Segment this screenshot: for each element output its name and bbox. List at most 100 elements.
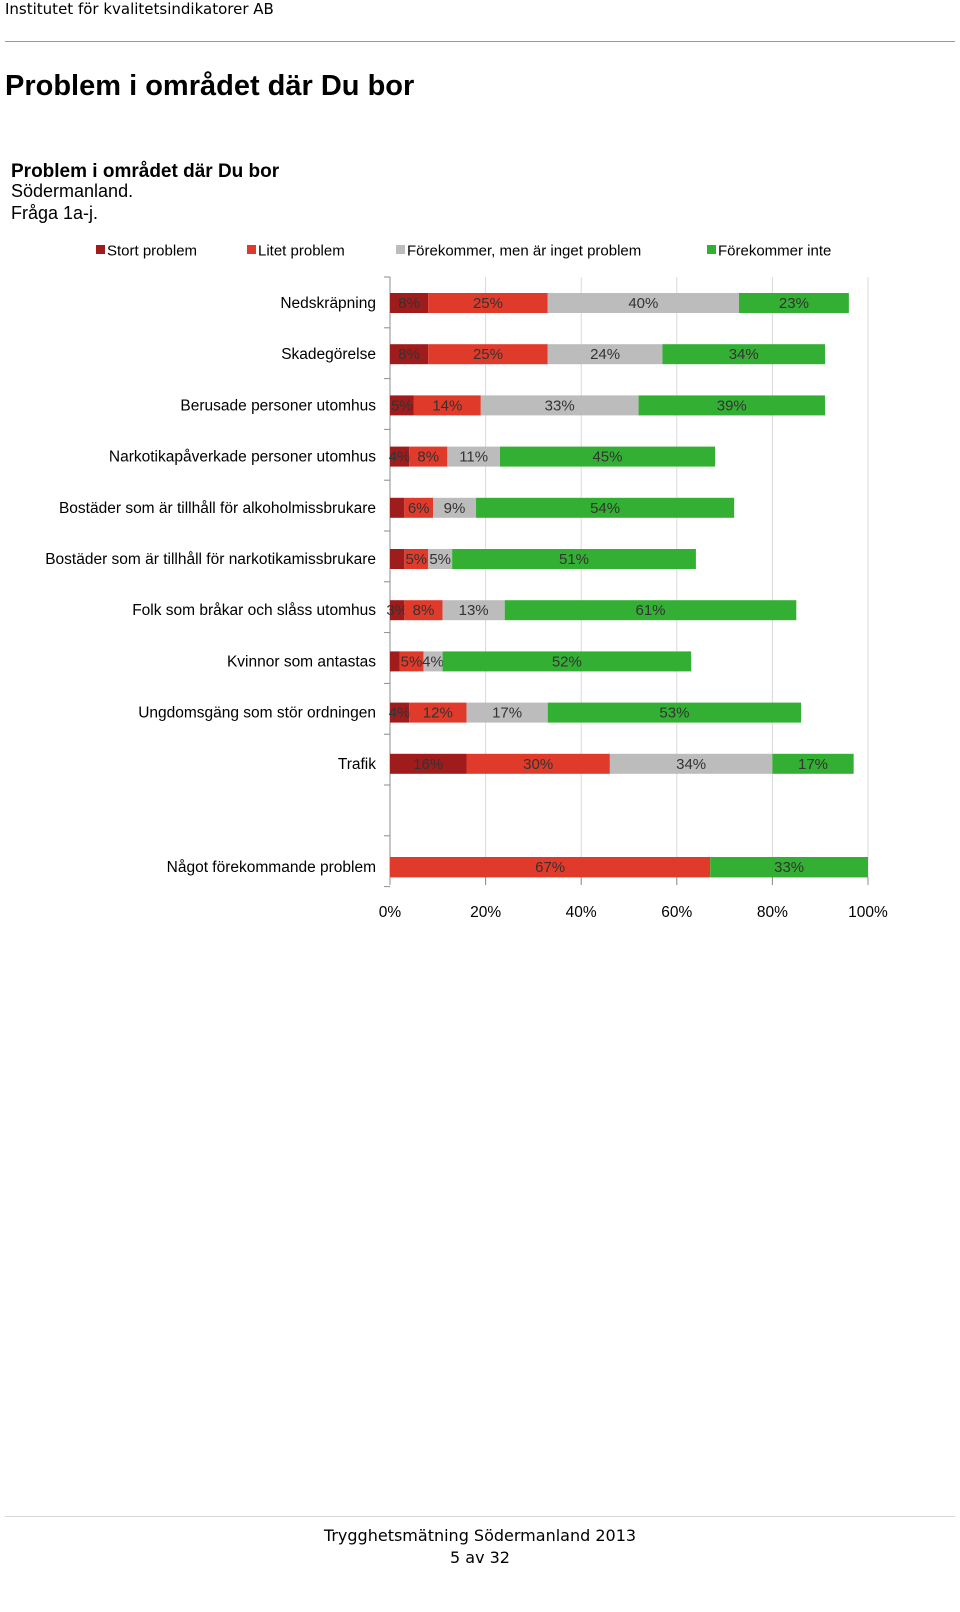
data-label-7-series-3: 13% <box>459 602 489 619</box>
summary-bar-segment-2 <box>710 857 868 877</box>
data-label-9-series-2: 12% <box>423 705 453 722</box>
legend-swatch-4 <box>707 245 716 254</box>
x-tick-label-3: 60% <box>661 904 692 921</box>
chart-subtitle-region: Södermanland. <box>11 181 134 201</box>
category-label-8: Kvinnor som antastas <box>227 653 376 670</box>
data-label-8-series-3: 4% <box>422 653 444 670</box>
category-label-3: Berusade personer utomhus <box>180 397 376 414</box>
stacked-bar-chart: Stort problem Litet problem Förekommer, me… <box>45 243 888 922</box>
bar-10-series-1 <box>390 753 467 774</box>
x-tick-label-2: 40% <box>566 904 597 921</box>
chart-title: Problem i området där Du bor <box>11 161 280 182</box>
data-label-10-series-1: 16% <box>413 756 443 773</box>
bar-10-series-4 <box>772 753 854 774</box>
bar-9-series-2 <box>409 702 467 723</box>
bar-2-series-3 <box>547 344 663 365</box>
data-label-3-series-1: 5% <box>391 397 413 414</box>
bar-8-series-2 <box>399 651 424 672</box>
data-label-2-series-1: 8% <box>398 346 420 363</box>
category-label-7: Folk som bråkar och slåss utomhus <box>132 602 376 619</box>
summary-bar-segment-1 <box>390 857 711 877</box>
data-label-5-series-4: 54% <box>590 500 620 517</box>
bar-2-series-4 <box>662 344 825 365</box>
data-label-4-series-2: 8% <box>417 449 439 466</box>
x-tick-label-4: 80% <box>757 904 788 921</box>
data-label-8-series-2: 5% <box>401 653 423 670</box>
bar-7-series-4 <box>504 600 797 621</box>
data-label-8-series-4: 52% <box>552 653 582 670</box>
bar-6-series-1 <box>390 549 405 569</box>
bar-4-series-2 <box>409 446 448 467</box>
footer-page-number: 5 av 32 <box>450 1548 510 1567</box>
data-label-1-series-4: 23% <box>779 295 809 312</box>
data-label-4-series-1: 4% <box>389 449 411 466</box>
bar-9-series-1 <box>390 702 410 723</box>
data-label-2-series-2: 25% <box>473 346 503 363</box>
data-label-10-series-4: 17% <box>798 756 828 773</box>
bar-9-series-3 <box>466 702 548 723</box>
legend-swatch-3 <box>396 245 405 254</box>
data-label-7-series-2: 8% <box>413 602 435 619</box>
bar-8-series-4 <box>442 651 692 672</box>
chart-category-labels: Nedskräpning Skadegörelse Berusade persone… <box>45 295 376 876</box>
data-label-1-series-3: 40% <box>628 295 658 312</box>
bar-5-series-4 <box>476 497 735 518</box>
bar-4-series-4 <box>499 446 716 467</box>
bar-10-series-3 <box>609 753 773 774</box>
summary-category-label: Något förekommande problem <box>167 859 376 876</box>
bar-6-series-2 <box>404 549 429 569</box>
bar-3-series-1 <box>390 395 414 416</box>
bar-3-series-4 <box>638 395 825 416</box>
chart-x-tick-labels: 0% 20% 40% 60% 80% 100% <box>379 904 888 921</box>
data-label-9-series-4: 53% <box>659 705 689 722</box>
bar-1-series-2 <box>428 293 548 313</box>
data-label-1-series-1: 8% <box>398 295 420 312</box>
bar-5-series-3 <box>433 497 477 518</box>
chart-grid <box>384 276 869 888</box>
bar-3-series-3 <box>480 395 639 416</box>
category-label-6: Bostäder som är tillhåll för narkotikami… <box>45 551 376 568</box>
data-label-2-series-4: 34% <box>729 346 759 363</box>
data-label-3-series-2: 14% <box>432 397 462 414</box>
bar-7-series-2 <box>404 600 443 621</box>
document-header: Institutet för kvalitetsindikatorer AB <box>5 0 274 18</box>
data-label-1-series-2: 25% <box>473 295 503 312</box>
data-label-7-series-4: 61% <box>635 602 665 619</box>
category-label-2: Skadegörelse <box>281 346 376 363</box>
data-label-3-series-4: 39% <box>717 397 747 414</box>
data-label-3-series-3: 33% <box>545 397 575 414</box>
bar-4-series-1 <box>390 446 410 467</box>
chart-bars: 8% 25% 40% 23% 8% 25% 24% 34% 5% 14% 33% 39% 4% 8% 11%… <box>386 293 868 877</box>
legend-label-2: Litet problem <box>258 243 345 260</box>
x-tick-label-0: 0% <box>379 904 402 921</box>
page-title: Problem i området där Du bor <box>5 70 415 102</box>
bar-7-series-3 <box>442 600 505 621</box>
bar-1-series-1 <box>390 293 429 313</box>
category-label-4: Narkotikapåverkade personer utomhus <box>109 449 376 466</box>
legend-swatch-2 <box>247 245 256 254</box>
data-label-10-series-3: 34% <box>676 756 706 773</box>
bar-10-series-2 <box>466 753 610 774</box>
data-label-7-series-1: 3% <box>386 602 408 619</box>
bar-4-series-3 <box>447 446 500 467</box>
data-label-4-series-4: 45% <box>592 449 622 466</box>
legend-label-4: Förekommer inte <box>718 243 831 260</box>
bar-5-series-1 <box>390 497 405 518</box>
data-label-5-series-3: 9% <box>444 500 466 517</box>
bar-6-series-3 <box>428 549 453 569</box>
data-label-6-series-4: 51% <box>559 551 589 568</box>
category-label-10: Trafik <box>338 756 376 773</box>
bar-7-series-1 <box>390 600 405 621</box>
header-divider <box>5 41 955 42</box>
summary-data-label-1: 67% <box>535 859 565 876</box>
data-label-5-series-2: 6% <box>408 500 430 517</box>
category-label-9: Ungdomsgäng som stör ordningen <box>138 705 376 722</box>
bar-8-series-1 <box>390 651 400 672</box>
bar-5-series-2 <box>404 497 434 518</box>
footer-title: Trygghetsmätning Södermanland 2013 <box>323 1526 637 1545</box>
x-tick-label-1: 20% <box>470 904 501 921</box>
bar-6-series-4 <box>452 549 696 569</box>
chart-legend: Stort problem Litet problem Förekommer, me… <box>96 243 831 260</box>
bar-2-series-2 <box>428 344 548 365</box>
data-label-2-series-3: 24% <box>590 346 620 363</box>
